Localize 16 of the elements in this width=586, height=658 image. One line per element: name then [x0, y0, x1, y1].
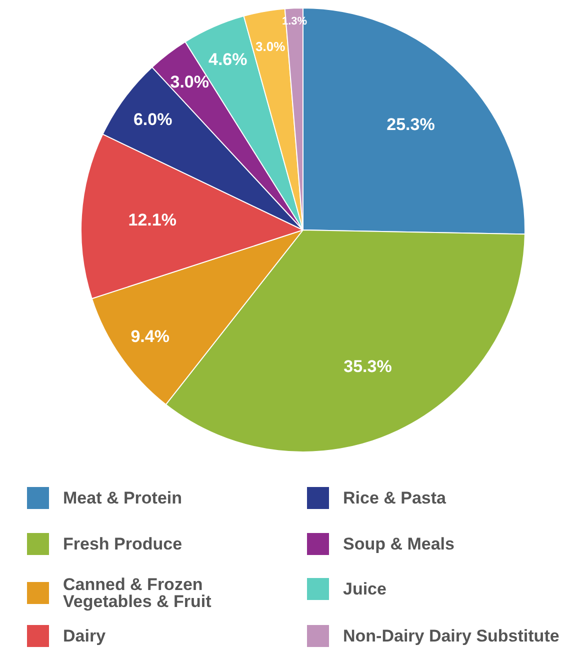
legend-label: Soup & Meals — [343, 534, 454, 554]
legend-label: Meat & Protein — [63, 488, 182, 508]
data-label: 3.0% — [170, 72, 210, 92]
data-label: 35.3% — [344, 356, 392, 376]
data-label: 9.4% — [130, 327, 170, 346]
data-label: 4.6% — [208, 50, 248, 69]
legend-label: Canned & Frozen Vegetables & Fruit — [63, 575, 212, 611]
legend-label: Non-Dairy Dairy Substitute — [343, 626, 560, 646]
legend-label: Dairy — [63, 626, 106, 646]
data-label: 3.0% — [256, 38, 286, 54]
data-label: 12.1% — [128, 210, 176, 230]
data-label: 6.0% — [133, 110, 172, 129]
legend-label: Juice — [343, 580, 386, 598]
legend-label: Fresh Produce — [63, 534, 182, 554]
legend-label: Rice & Pasta — [343, 488, 447, 508]
data-label: 25.3% — [386, 114, 435, 134]
